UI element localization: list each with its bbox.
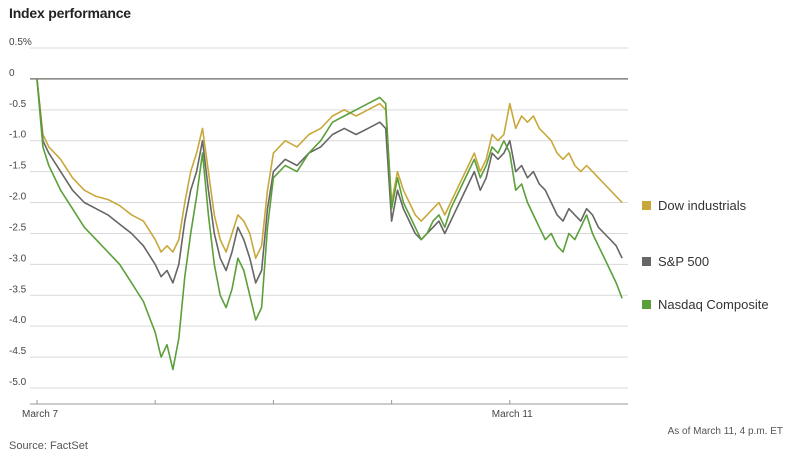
y-tick-label: 0 — [9, 68, 15, 79]
y-axis-ticks: 0.5% 0 -0.5 -1.0 -1.5 -2.0 -2.5 -3.0 -3.5 -4.0 -4.… — [9, 37, 32, 388]
y-tick-label: -1.5 — [9, 161, 27, 172]
timestamp-note: As of March 11, 4 p.m. ET — [667, 426, 783, 437]
x-axis: March 7 March 11 — [22, 400, 628, 420]
y-tick-label: -5.0 — [9, 377, 27, 388]
y-tick-label: -4.5 — [9, 346, 27, 357]
legend-swatch-s-p-500 — [642, 257, 651, 266]
legend-label-nasdaq-composite: Nasdaq Composite — [658, 297, 769, 312]
x-tick-label: March 7 — [22, 409, 59, 420]
x-tick-label: March 11 — [492, 409, 533, 420]
gridlines — [30, 47, 628, 389]
y-tick-label: -2.5 — [9, 222, 27, 233]
series-line-s-p-500 — [36, 78, 623, 284]
y-tick-label: -1.0 — [9, 130, 27, 141]
y-tick-label: 0.5% — [9, 37, 32, 48]
legend-label-dow-industrials: Dow industrials — [658, 198, 747, 213]
series-lines — [36, 78, 623, 371]
chart-title: Index performance — [9, 5, 131, 21]
series-line-dow-industrials — [36, 78, 623, 259]
legend: Dow industrials S&P 500 Nasdaq Composite — [642, 198, 769, 312]
source-note: Source: FactSet — [9, 440, 88, 452]
legend-label-s-p-500: S&P 500 — [658, 254, 709, 269]
y-tick-label: -3.0 — [9, 253, 27, 264]
y-tick-label: -0.5 — [9, 99, 27, 110]
legend-swatch-dow-industrials — [642, 201, 651, 210]
series-line-nasdaq-composite — [36, 78, 623, 371]
y-tick-label: -4.0 — [9, 315, 27, 326]
y-tick-label: -3.5 — [9, 284, 27, 295]
legend-swatch-nasdaq-composite — [642, 300, 651, 309]
y-tick-label: -2.0 — [9, 192, 27, 203]
